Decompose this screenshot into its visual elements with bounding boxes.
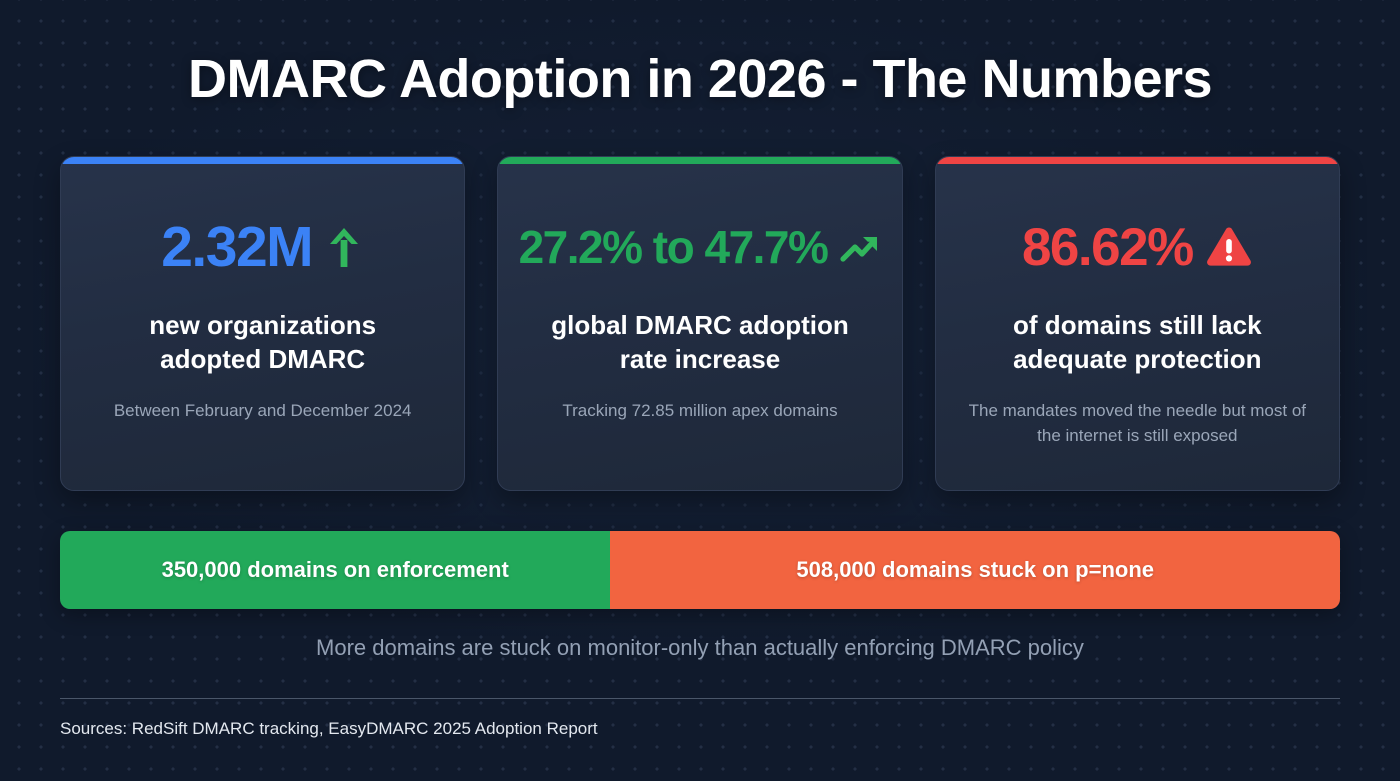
stat-value-row: 86.62% <box>1022 211 1253 283</box>
stat-value: 86.62% <box>1021 217 1194 277</box>
stat-value: 2.32M <box>161 214 313 279</box>
card-accent-bar <box>935 157 1339 165</box>
sources-text: Sources: RedSift DMARC tracking, EasyDMA… <box>60 719 598 739</box>
warning-triangle-icon <box>1205 225 1253 269</box>
comparison-bar-caption: More domains are stuck on monitor-only t… <box>316 635 1084 661</box>
stat-headline: global DMARC adoption rate increase <box>551 310 849 375</box>
card-accent-bar <box>498 157 902 165</box>
footer-divider <box>60 698 1340 700</box>
comparison-bar: 350,000 domains on enforcement 508,000 d… <box>60 531 1340 610</box>
stat-subtext: The mandates moved the needle but most o… <box>968 400 1306 445</box>
stat-card-adoption-rate: 27.2% to 47.7% global DMARC adoption rat… <box>497 156 903 492</box>
card-accent-bar <box>61 157 465 165</box>
stat-subtext: Between February and December 2024 <box>113 400 412 420</box>
page-title: DMARC Adoption in 2026 - The Numbers <box>187 49 1213 109</box>
stat-card-unprotected-domains: 86.62% of domains still lack adequate pr… <box>934 156 1340 492</box>
stat-card-new-organizations: 2.32M new organizations adopted DMARC Be… <box>60 156 466 492</box>
stat-headline: new organizations adopted DMARC <box>149 310 377 375</box>
bar-segment-pnone: 508,000 domains stuck on p=none <box>610 531 1340 610</box>
stat-cards-row: 2.32M new organizations adopted DMARC Be… <box>60 156 1340 492</box>
stat-headline: of domains still lack adequate protectio… <box>1013 310 1262 375</box>
stat-value-row: 27.2% to 47.7% <box>519 211 882 283</box>
arrow-up-icon <box>324 222 364 272</box>
trending-up-icon <box>839 230 881 264</box>
bar-segment-enforcement: 350,000 domains on enforcement <box>60 531 611 610</box>
stat-value-row: 2.32M <box>161 211 364 283</box>
stat-value: 27.2% to 47.7% <box>518 221 829 274</box>
stat-subtext: Tracking 72.85 million apex domains <box>562 400 838 420</box>
